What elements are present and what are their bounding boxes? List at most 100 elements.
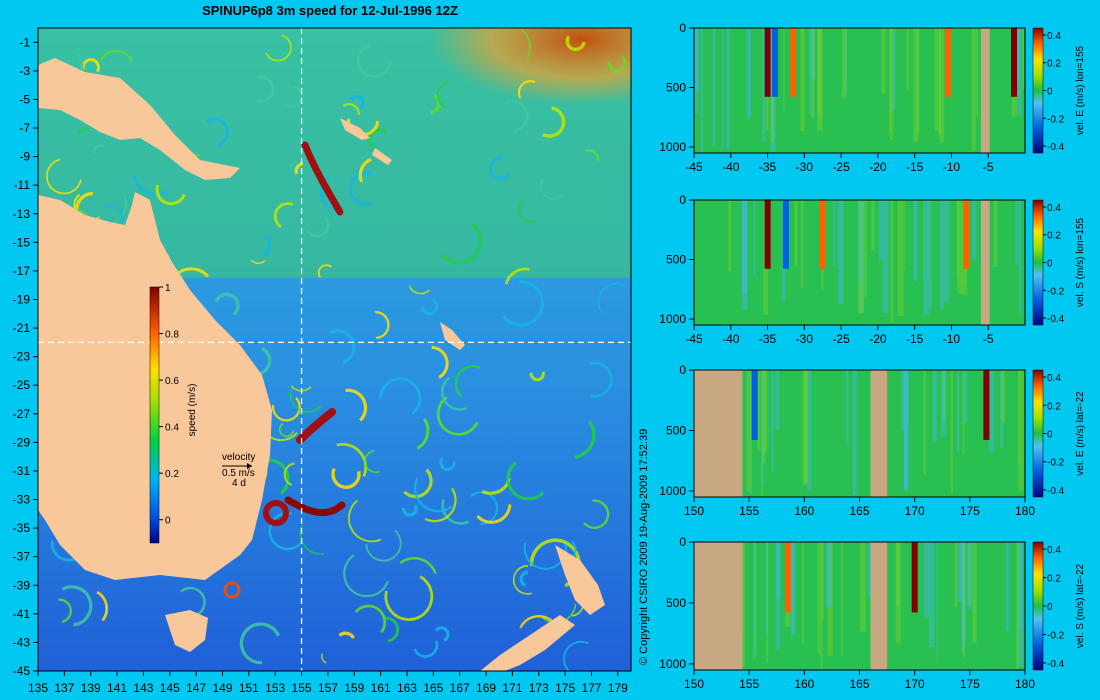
eddy-swirl <box>399 556 437 575</box>
map-y-tick-label: -3 <box>19 64 30 78</box>
section-streak <box>962 542 965 657</box>
section-x-tick-label: 155 <box>739 677 759 691</box>
section-x-tick-label: -30 <box>796 332 814 346</box>
section-streak <box>897 200 904 317</box>
section-streak <box>972 200 977 260</box>
speed-colorbar-label: speed (m/s) <box>187 384 198 437</box>
section-streak <box>913 200 918 282</box>
section-feature <box>771 28 778 97</box>
map-y-tick-label: -17 <box>13 264 31 278</box>
speed-colorbar-tick-label: 0.4 <box>165 423 179 434</box>
section-colorbar-tick-label: 0 <box>1047 602 1053 613</box>
map-x-tick-label: 151 <box>239 681 259 695</box>
section-streak <box>923 200 929 315</box>
section-x-tick-label: -25 <box>832 332 850 346</box>
velocity-key-speed: 0.5 m/s <box>222 468 255 479</box>
map-y-tick-label: -23 <box>13 350 31 364</box>
eddy-swirl <box>384 575 434 621</box>
section-colorbar-label: vel. S (m/s) lon=155 <box>1075 217 1086 307</box>
section-streak <box>972 542 977 643</box>
map-x-tick-label: 161 <box>371 681 391 695</box>
velocity-key-duration: 4 d <box>232 478 246 489</box>
eddy-swirl <box>317 264 333 278</box>
section-streak <box>906 28 910 90</box>
section-streak <box>794 200 798 268</box>
velocity-section-panel: -45 -40 -35 -30 -25 -20 -15 -10 -5 0 500 1000 0.4 0.2… <box>659 193 1086 346</box>
eddy-swirl <box>413 640 439 658</box>
eddy-swirl <box>239 622 281 665</box>
speed-colorbar-tick-label: 0.2 <box>165 469 179 480</box>
section-streak <box>889 28 894 141</box>
section-feature <box>963 200 970 269</box>
section-x-tick-label: -40 <box>722 332 740 346</box>
section-y-tick-label: 0 <box>679 535 686 549</box>
new-guinea-landmass <box>38 58 240 180</box>
eddy-swirl <box>354 604 387 634</box>
map-x-tick-label: 171 <box>502 681 522 695</box>
section-streak <box>882 200 889 314</box>
map-y-tick-label: -31 <box>13 464 31 478</box>
section-streak <box>761 370 764 485</box>
section-streak <box>901 370 905 430</box>
section-colorbar-tick-label: -0.2 <box>1047 114 1065 125</box>
eddy-swirl <box>92 144 106 154</box>
section-streak <box>923 370 927 475</box>
section-y-tick-label: 500 <box>666 423 686 437</box>
eddy-swirl <box>424 487 457 523</box>
section-x-tick-label: -5 <box>983 160 994 174</box>
eddy-swirl <box>408 285 430 295</box>
section-streak <box>932 370 937 442</box>
section-streak <box>841 28 847 98</box>
map-y-tick-label: -41 <box>13 607 31 621</box>
section-land <box>694 370 743 497</box>
eddy-swirl <box>416 417 430 450</box>
map-x-tick-label: 175 <box>555 681 575 695</box>
map-y-tick-label: -1 <box>19 35 30 49</box>
map-x-tick-label: 137 <box>54 681 74 695</box>
section-x-tick-label: -25 <box>832 160 850 174</box>
eddy-swirl <box>76 127 89 134</box>
eddy-swirl <box>368 128 388 150</box>
section-colorbar-label: vel. E (m/s) lon=155 <box>1075 45 1086 135</box>
section-land <box>694 542 743 670</box>
section-streak <box>896 542 900 607</box>
eddy-jet-coral-sea <box>301 141 344 216</box>
section-background <box>694 370 1025 497</box>
eddy-swirl <box>488 156 511 181</box>
eddy-swirl <box>436 80 450 109</box>
eddy-swirl <box>283 462 295 486</box>
section-streak <box>1022 28 1025 90</box>
section-streak <box>1017 542 1023 667</box>
map-frame <box>37 27 632 672</box>
section-x-tick-label: 150 <box>684 504 704 518</box>
section-y-tick-label: 0 <box>679 193 686 207</box>
section-x-tick-label: -10 <box>943 332 961 346</box>
eddy-swirl <box>436 396 479 436</box>
section-y-tick-label: 0 <box>679 21 686 35</box>
eddy-swirl <box>403 468 433 499</box>
section-streak <box>837 200 844 305</box>
eddy-swirl <box>329 329 356 364</box>
eddy-swirl <box>518 199 535 223</box>
eddy-swirl <box>358 157 372 183</box>
section-streak <box>867 542 871 597</box>
map-y-tick-label: -13 <box>13 207 31 221</box>
section-streak <box>929 542 934 647</box>
section-streak <box>783 28 785 110</box>
section-x-tick-label: 160 <box>794 504 814 518</box>
velocity-section-panel: 150 155 160 165 170 175 180 0 500 1000 0.4 0.2 0 -0.2… <box>659 363 1086 518</box>
section-streak <box>806 370 812 491</box>
section-colorbar-tick-label: 0.2 <box>1047 401 1061 412</box>
section-land <box>870 370 888 497</box>
map-y-tick-label: -21 <box>13 321 31 335</box>
section-feature <box>784 542 791 613</box>
section-streak <box>1001 370 1005 423</box>
eddy-swirl <box>607 55 627 73</box>
section-x-tick-label: 150 <box>684 677 704 691</box>
eddy-swirl <box>268 511 303 551</box>
eddy-swirl <box>431 345 449 379</box>
eddy-swirl <box>345 388 368 422</box>
section-colorbar-tick-label: -0.4 <box>1047 314 1065 325</box>
section-y-tick-label: 1000 <box>659 484 686 498</box>
